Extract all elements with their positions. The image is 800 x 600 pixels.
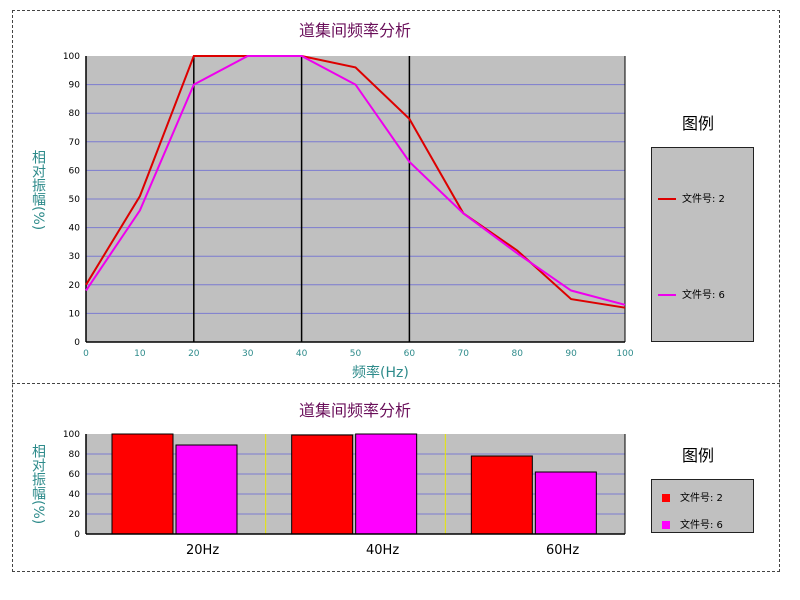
bar-legend-title: 图例	[682, 446, 715, 465]
bar-category-label: 20Hz	[186, 543, 220, 558]
bar-chart-title: 道集间频率分析	[298, 401, 411, 420]
bar-ytick-label: 60	[69, 470, 81, 480]
bar-legend-item: 文件号: 6	[662, 516, 723, 531]
line-xtick-label: 30	[242, 349, 254, 359]
bar-chart-ylabel: 相对振幅(%)	[30, 444, 46, 525]
legend-label: 文件号: 2	[680, 493, 723, 504]
line-xtick-label: 60	[404, 349, 416, 359]
line-ytick-label: 80	[69, 109, 81, 119]
panel-divider	[12, 383, 780, 384]
line-xtick-label: 20	[188, 349, 200, 359]
line-xtick-label: 40	[296, 349, 308, 359]
legend-label: 文件号: 6	[680, 520, 723, 531]
bar-ytick-label: 0	[74, 530, 80, 540]
line-xtick-label: 50	[350, 349, 362, 359]
legend-label: 文件号: 6	[682, 290, 725, 301]
bar	[175, 444, 238, 535]
line-ytick-label: 20	[69, 281, 81, 291]
line-legend-item: 文件号: 6	[658, 286, 725, 301]
line-xtick-label: 80	[511, 349, 523, 359]
bar-legend-item: 文件号: 2	[662, 489, 723, 504]
line-legend-item: 文件号: 2	[658, 190, 725, 205]
line-ytick-label: 50	[69, 195, 81, 205]
line-ytick-label: 100	[63, 52, 80, 62]
line-series	[85, 55, 626, 306]
line-legend-title: 图例	[682, 114, 715, 133]
bar	[470, 455, 533, 535]
bar-ytick-label: 80	[69, 450, 81, 460]
bar	[355, 433, 418, 535]
line-ytick-label: 40	[69, 224, 81, 234]
bar-legend: 文件号: 2 文件号: 6	[651, 479, 754, 533]
line-ytick-label: 90	[69, 81, 81, 91]
legend-swatch	[662, 521, 670, 529]
line-chart-ylabel: 相对振幅(%)	[30, 150, 46, 231]
line-ytick-label: 0	[74, 338, 80, 348]
line-xtick-label: 90	[565, 349, 577, 359]
legend-swatch	[658, 294, 676, 296]
bar	[534, 471, 597, 535]
line-chart-title: 道集间频率分析	[298, 21, 411, 40]
bar-category-label: 40Hz	[366, 543, 400, 558]
line-ytick-label: 30	[69, 252, 81, 262]
line-ytick-label: 60	[69, 166, 81, 176]
line-ytick-label: 10	[69, 309, 81, 319]
legend-label: 文件号: 2	[682, 194, 725, 205]
line-chart-xlabel: 频率(Hz)	[352, 365, 409, 381]
line-ytick-label: 70	[69, 138, 81, 148]
bar-category-label: 60Hz	[546, 543, 580, 558]
bar-ytick-label: 40	[69, 490, 81, 500]
line-xtick-label: 70	[458, 349, 470, 359]
bar	[291, 434, 354, 535]
outer-frame	[12, 10, 780, 572]
bar-ytick-label: 20	[69, 510, 81, 520]
bar-ytick-label: 100	[63, 430, 80, 440]
legend-swatch	[658, 198, 676, 200]
line-xtick-label: 10	[134, 349, 146, 359]
legend-swatch	[662, 494, 670, 502]
line-xtick-label: 0	[83, 349, 89, 359]
line-xtick-label: 100	[616, 349, 633, 359]
bar	[111, 433, 174, 535]
line-legend: 文件号: 2 文件号: 6	[651, 147, 754, 342]
